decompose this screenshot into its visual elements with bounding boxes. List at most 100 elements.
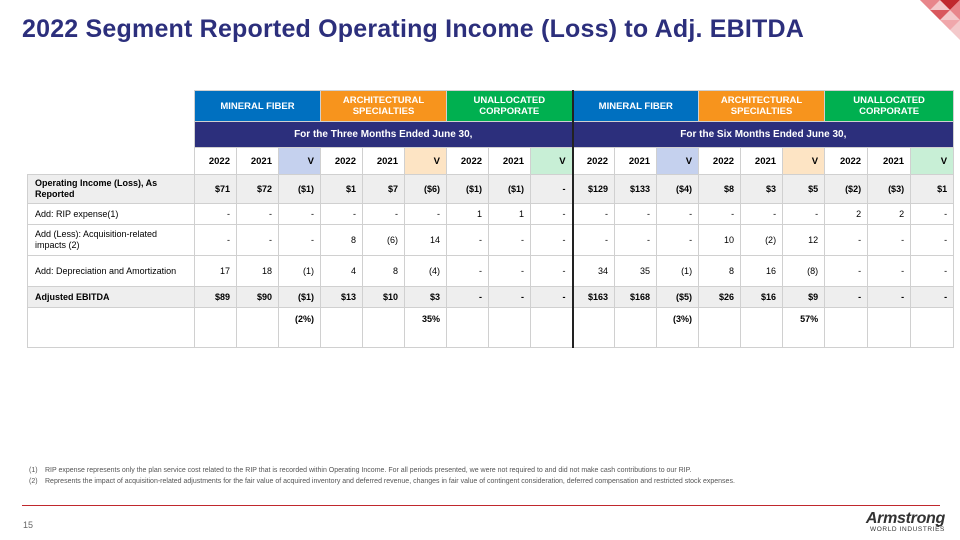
table-cell: - [782,203,826,225]
row-label: Adjusted EBITDA [27,286,195,308]
table-cell: - [530,255,574,287]
table-cell: - [236,224,279,256]
table-cell [740,307,784,348]
row-label: Add (Less): Acquisition-related impacts … [27,224,195,256]
table-cell: ($1) [278,174,321,204]
footnote-number: (1) [29,467,38,474]
table-cell: - [320,203,363,225]
table-cell: - [824,224,869,256]
table-cell: - [278,224,321,256]
header-spacer [28,148,195,175]
table-cell: $3 [740,174,784,204]
table-cell: - [362,203,405,225]
table-row: Add (Less): Acquisition-related impacts … [27,224,955,256]
table-cell: ($1) [278,286,321,308]
table-cell: 8 [698,255,742,287]
table-cell: ($1) [488,174,532,204]
table-cell: - [446,286,490,308]
column-header: 2022 [698,147,742,175]
table-cell: $90 [236,286,279,308]
segment-header: ARCHITECTURAL SPECIALTIES [698,90,826,122]
table-cell: 8 [320,224,363,256]
table-cell: 4 [320,255,363,287]
table-cell: - [571,203,616,225]
table-row: (2%) 35% (3%) 57% [27,307,955,348]
table-cell: (2%) [278,307,321,348]
table-cell: $26 [698,286,742,308]
table-cell [867,307,912,348]
table-cell [824,307,869,348]
corner-logo-icon [920,0,960,40]
table-cell: - [530,286,574,308]
table-cell [910,307,955,348]
period-header: For the Six Months Ended June 30, [571,121,955,148]
table-cell [320,307,363,348]
table-cell [488,307,532,348]
table-cell: - [867,255,912,287]
table-cell: 1 [446,203,490,225]
segment-table: MINERAL FIBER ARCHITECTURAL SPECIALTIES UN… [27,90,955,348]
footnotes: (1) RIP expense represents only the plan … [29,465,929,487]
column-header: 2022 [824,147,869,175]
column-header: 2022 [320,147,363,175]
table-cell: - [910,203,955,225]
table-cell: (2) [740,224,784,256]
table-cell: - [571,224,616,256]
table-cell: 8 [362,255,405,287]
table-cell: $168 [614,286,658,308]
table-cell: (1) [656,255,700,287]
table-cell: 34 [571,255,616,287]
footnote-text: RIP expense represents only the plan ser… [45,467,692,474]
segment-header: ARCHITECTURAL SPECIALTIES [319,90,448,122]
table-cell: - [656,224,700,256]
table-cell: ($3) [867,174,912,204]
table-cell [571,307,616,348]
table-cell: 35 [614,255,658,287]
table-cell [446,307,490,348]
footnote-text: Represents the impact of acquisition-rel… [45,478,735,485]
table-cell: - [488,224,532,256]
table-cell: $10 [362,286,405,308]
table-cell: 12 [782,224,826,256]
table-cell: (3%) [656,307,700,348]
column-header: 2021 [614,147,658,175]
table-cell: $89 [194,286,237,308]
row-label: Add: RIP expense(1) [27,203,195,225]
segment-header: UNALLOCATED CORPORATE [824,90,955,122]
table-cell: $16 [740,286,784,308]
table-cell: - [530,174,574,204]
header-spacer [28,122,195,148]
table-cell: 57% [782,307,826,348]
row-label: Operating Income (Loss), As Reported [27,174,195,204]
table-cell [530,307,574,348]
table-cell: $9 [782,286,826,308]
table-cell: - [236,203,279,225]
table-cell: ($6) [403,174,448,204]
table-cell: $133 [614,174,658,204]
column-header: 2022 [571,147,616,175]
column-header: V [403,147,448,175]
table-cell: - [194,203,237,225]
table-cell: - [910,224,955,256]
table-cell [236,307,279,348]
table-cell: (6) [362,224,405,256]
table-cell: - [910,255,955,287]
table-cell: - [614,203,658,225]
table-cell [362,307,405,348]
table-cell: - [910,286,955,308]
table-cell: 10 [698,224,742,256]
table-cell: (4) [403,255,448,287]
table-cell: $1 [910,174,955,204]
table-cell: 35% [403,307,448,348]
table-cell: ($5) [656,286,700,308]
table-row: Add: RIP expense(1) - - - - - -1 1- - - - - - -2 2- [27,203,955,225]
page-number: 15 [23,520,34,530]
table-cell: 17 [194,255,237,287]
table-cell: 16 [740,255,784,287]
table-cell [698,307,742,348]
column-header: 2021 [488,147,532,175]
row-label [27,307,195,348]
table-cell: (8) [782,255,826,287]
table-cell: - [867,224,912,256]
segment-header: UNALLOCATED CORPORATE [446,90,574,122]
